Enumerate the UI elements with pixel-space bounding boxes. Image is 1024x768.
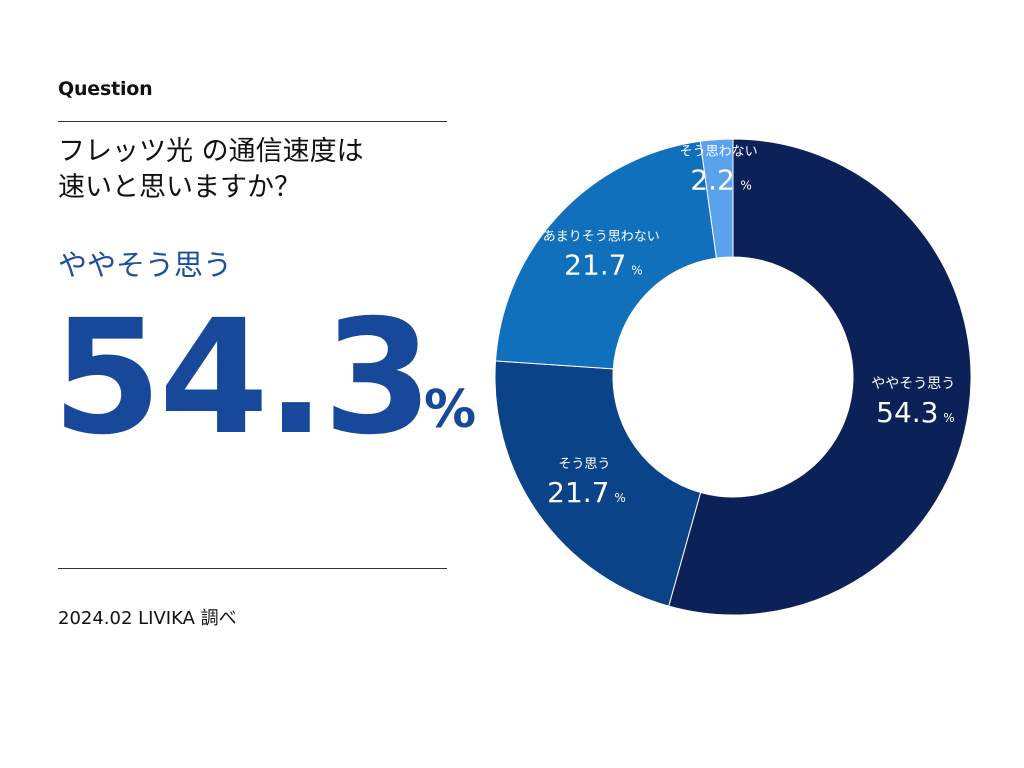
question-label: Question xyxy=(58,78,153,100)
question-line-1: フレッツ光 の通信速度は xyxy=(58,136,364,167)
slice-value-disagree: 2.2 xyxy=(690,163,735,196)
slice-value-agree: 21.7 xyxy=(547,476,609,509)
slice-unit-agree: % xyxy=(614,491,625,505)
slice-unit-disagree: % xyxy=(740,178,751,192)
bottom-divider xyxy=(58,568,447,569)
slice-disagree xyxy=(699,138,734,259)
slice-label-slightly-agree: ややそう思う xyxy=(871,376,955,392)
slice-slightly-agree xyxy=(668,138,972,616)
highlight-unit: % xyxy=(424,380,477,440)
slice-unit-slightly-agree: % xyxy=(943,411,954,425)
slice-value-slightly-agree: 54.3 xyxy=(876,396,938,429)
slice-agree xyxy=(494,360,702,607)
slice-unit-slightly-disagree: % xyxy=(631,263,642,277)
highlight-value: 54.3 xyxy=(52,286,433,470)
slice-label-agree: そう思う xyxy=(558,457,610,472)
question-line-2: 速いと思いますか？ xyxy=(58,172,301,203)
question-text: フレッツ光 の通信速度は 速いと思いますか？ xyxy=(58,134,448,206)
top-divider xyxy=(58,121,447,122)
slice-slightly-disagree xyxy=(495,140,718,370)
slice-value-slightly-disagree: 21.7 xyxy=(564,248,626,281)
slice-label-disagree: そう思わない xyxy=(680,144,758,159)
highlight-answer-label: ややそう思う xyxy=(58,248,233,282)
source-note: 2024.02 LIVIKA 調べ xyxy=(58,608,237,629)
slice-label-slightly-disagree: あまりそう思わない xyxy=(543,229,660,244)
